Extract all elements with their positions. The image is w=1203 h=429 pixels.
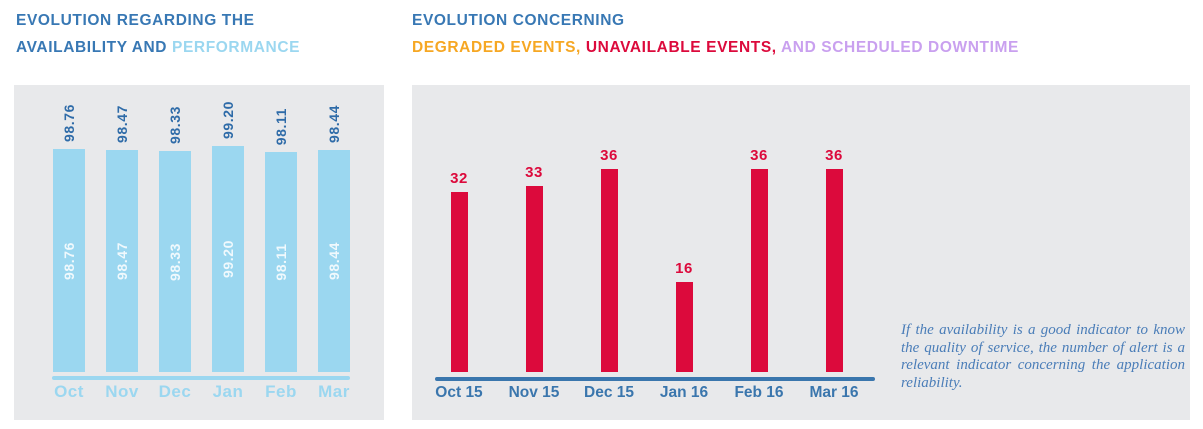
availability-value-label: 98.76 [61, 103, 77, 142]
availability-value-label: 98.44 [326, 104, 342, 143]
availability-month-label: Mar [318, 382, 350, 401]
availability-bar-column: 98.44 98.44 [318, 85, 350, 372]
availability-axis-line [52, 376, 350, 380]
availability-value-label: 98.33 [167, 105, 183, 144]
availability-title-line2: AVAILABILITY AND PERFORMANCE [16, 35, 300, 62]
events-chart-title: EVOLUTION CONCERNING DEGRADED EVENTS, UN… [412, 8, 1019, 61]
availability-month-label: Dec [158, 382, 192, 401]
events-title-unavailable: UNAVAILABLE EVENTS, [585, 38, 777, 56]
availability-month-label: Jan [212, 382, 244, 401]
events-value-label: 16 [675, 260, 693, 277]
availability-bar-inside-label: 98.11 [273, 243, 289, 281]
events-bar [450, 192, 468, 372]
availability-bar-column: 98.47 98.47 [106, 85, 138, 372]
events-value-label: 36 [600, 147, 618, 164]
events-month-label: Jan 16 [659, 384, 709, 401]
reliability-annotation-text: If the availability is a good indicator … [901, 322, 1185, 391]
events-bar-column: 36 [577, 85, 641, 372]
availability-bar-inside-label: 98.47 [114, 241, 130, 281]
availability-title-line1: EVOLUTION REGARDING THE [16, 12, 255, 29]
events-value-label: 36 [750, 147, 768, 164]
availability-month-label: Nov [105, 382, 139, 401]
events-axis-line [435, 377, 875, 381]
availability-bar: 98.33 [159, 151, 191, 372]
availability-value-label: 99.20 [220, 100, 236, 139]
availability-bar-inside-label: 99.20 [220, 239, 236, 279]
availability-bar-inside-label: 98.44 [326, 241, 342, 281]
events-chart-panel: 32 Oct 15 33 Nov 15 36 Dec 15 16 Jan 16 36 Feb 16… [412, 85, 1190, 420]
availability-value-label: 98.11 [273, 107, 289, 145]
availability-title-dark-part: AVAILABILITY AND [16, 38, 168, 56]
availability-bar: 98.44 [318, 150, 350, 372]
events-bar-column: 32 [427, 85, 491, 372]
events-value-label: 36 [825, 147, 843, 164]
events-bar-column: 16 [652, 85, 716, 372]
availability-bar: 98.11 [265, 152, 297, 372]
availability-bar-inside-label: 98.33 [167, 242, 183, 281]
events-bar [825, 169, 843, 372]
events-title-line1: EVOLUTION CONCERNING [412, 12, 625, 29]
availability-chart-title: EVOLUTION REGARDING THE AVAILABILITY AND… [16, 8, 300, 61]
availability-bar-column: 98.76 98.76 [53, 85, 85, 372]
events-bar [750, 169, 768, 372]
events-month-label: Dec 15 [584, 384, 634, 401]
availability-bar-column: 98.11 98.11 [265, 85, 297, 372]
availability-bar: 98.76 [53, 149, 85, 372]
availability-bar: 99.20 [212, 146, 244, 372]
availability-bar-column: 98.33 98.33 [159, 85, 191, 372]
availability-title-light-part: PERFORMANCE [172, 38, 301, 56]
events-month-label: Mar 16 [809, 384, 859, 401]
events-month-label: Nov 15 [508, 384, 560, 401]
availability-bar-inside-label: 98.76 [61, 241, 77, 280]
events-bar-column: 36 [727, 85, 791, 372]
events-bar [675, 282, 693, 372]
events-month-label: Feb 16 [734, 384, 784, 401]
events-chart-area: 32 Oct 15 33 Nov 15 36 Dec 15 16 Jan 16 36 Feb 16… [412, 85, 1190, 420]
availability-month-label: Oct [54, 382, 84, 401]
events-title-degraded: DEGRADED EVENTS, [412, 38, 581, 56]
availability-chart-area: 98.76 98.76 Oct 98.47 98.47 Nov 98.33 98.33 Dec 9… [14, 85, 384, 420]
events-bar [525, 186, 543, 372]
events-bar [600, 169, 618, 372]
events-month-label: Oct 15 [435, 384, 483, 401]
events-bar-column: 36 [802, 85, 866, 372]
availability-month-label: Feb [265, 382, 297, 401]
availability-bar-column: 99.20 99.20 [212, 85, 244, 372]
events-bar-column: 33 [502, 85, 566, 372]
availability-value-label: 98.47 [114, 104, 130, 143]
events-value-label: 32 [450, 170, 468, 187]
availability-bar: 98.47 [106, 150, 138, 372]
availability-chart-panel: 98.76 98.76 Oct 98.47 98.47 Nov 98.33 98.33 Dec 9… [14, 85, 384, 420]
events-title-line2: DEGRADED EVENTS, UNAVAILABLE EVENTS, AND… [412, 35, 1019, 62]
events-title-scheduled: AND SCHEDULED DOWNTIME [781, 38, 1019, 56]
events-value-label: 33 [525, 164, 543, 181]
